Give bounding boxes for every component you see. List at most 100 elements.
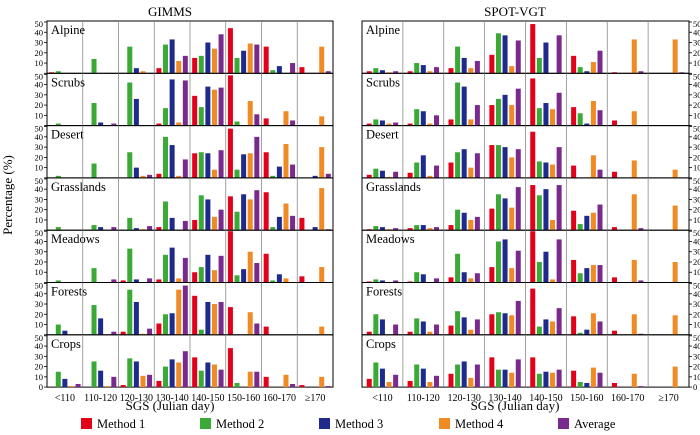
bar-method-4: [468, 329, 474, 335]
legend-swatch: [81, 418, 92, 429]
panel-name: Crops: [51, 337, 81, 351]
bar-method-1: [192, 153, 198, 178]
bar-method-4: [468, 377, 474, 388]
bar-method-2: [495, 312, 501, 335]
bar-method-4: [631, 111, 637, 126]
bar-method-3: [133, 301, 139, 335]
bar-method-1: [156, 227, 162, 231]
bar-method-4: [247, 100, 253, 126]
x-tick-label: <110: [55, 393, 75, 404]
bar-method-2: [127, 289, 133, 335]
bar-method-2: [270, 70, 276, 74]
bar-method-3: [312, 227, 318, 231]
bar-method-3: [543, 103, 549, 126]
bar-method-4: [211, 304, 217, 335]
bar-method-4: [509, 66, 515, 74]
bar-method-4: [211, 216, 217, 231]
bar-method-3: [502, 239, 508, 283]
bar-average: [218, 255, 224, 283]
bar-method-4: [319, 376, 325, 388]
bar-method-2: [455, 152, 461, 178]
bar-method-3: [205, 301, 211, 335]
bar-average: [597, 204, 603, 231]
bar-average: [434, 324, 440, 335]
bar-method-4: [550, 109, 556, 126]
bar-method-2: [495, 241, 501, 283]
bar-average: [111, 376, 117, 388]
bar-method-1: [192, 57, 198, 74]
bar-average: [515, 250, 521, 283]
bar-method-4: [468, 278, 474, 283]
panel-name: Meadows: [51, 232, 100, 246]
bar-method-1: [156, 68, 162, 74]
y-tick-label: 40: [693, 341, 700, 351]
bar-method-2: [234, 211, 240, 231]
legend-label: Method 4: [455, 417, 504, 431]
bar-method-4: [672, 261, 678, 283]
bar-method-4: [672, 366, 678, 388]
legend-item-method-3: Method 3: [319, 417, 383, 431]
bar-method-3: [502, 35, 508, 74]
bar-method-4: [590, 265, 596, 283]
bar-average: [597, 110, 603, 126]
bar-method-2: [270, 280, 276, 283]
bar-method-2: [536, 373, 542, 388]
bar-method-4: [319, 326, 325, 335]
y-tick-label: 10: [35, 215, 44, 225]
x-tick-label: 160-170: [611, 393, 644, 404]
y-tick-label: 30: [693, 247, 700, 257]
bar-method-2: [127, 46, 133, 74]
bar-method-4: [319, 116, 325, 126]
bar-method-2: [455, 311, 461, 335]
bar-average: [679, 72, 685, 74]
bar-method-3: [584, 268, 590, 283]
bar-method-2: [577, 113, 583, 126]
y-tick-label: 40: [35, 236, 44, 246]
y-tick-label: 50: [693, 333, 700, 343]
y-tick-label: 10: [35, 58, 44, 68]
legend-label: Average: [574, 417, 616, 431]
bar-method-4: [386, 381, 392, 388]
bar-method-1: [611, 120, 617, 126]
bar-method-1: [227, 307, 233, 335]
bar-method-4: [211, 48, 217, 74]
bar-method-3: [379, 368, 385, 388]
bar-method-1: [407, 123, 413, 126]
bar-method-2: [55, 324, 61, 335]
panel-name: Desert: [51, 128, 84, 142]
y-tick-label: 20: [693, 257, 700, 267]
bar-method-1: [366, 378, 372, 388]
y-tick-label: 50: [693, 19, 700, 29]
bar-method-2: [373, 314, 379, 335]
y-tick-label: 40: [35, 341, 44, 351]
y-tick-label: 40: [693, 27, 700, 37]
bar-method-4: [247, 371, 253, 388]
bar-method-1: [120, 280, 126, 283]
bar-method-1: [299, 276, 305, 283]
bar-method-1: [489, 314, 495, 335]
bar-method-1: [192, 295, 198, 335]
x-axis-label-spot-vgt: SGS (Julian day): [471, 398, 560, 413]
bar-method-4: [386, 229, 392, 231]
y-tick-label: 50: [35, 176, 44, 186]
bar-method-4: [672, 315, 678, 335]
bar-method-3: [584, 71, 590, 74]
bar-method-1: [611, 72, 617, 74]
bar-average: [434, 165, 440, 178]
bar-average: [597, 321, 603, 335]
bar-method-2: [127, 248, 133, 283]
bar-method-2: [91, 268, 97, 283]
bar-method-3: [205, 153, 211, 178]
y-tick-label: 20: [693, 48, 700, 58]
bar-method-1: [263, 376, 269, 388]
bar-method-1: [448, 162, 454, 178]
bar-method-3: [461, 149, 467, 178]
x-tick-label: 140-150: [529, 393, 562, 404]
bar-average: [147, 278, 153, 283]
bar-method-4: [176, 60, 182, 74]
x-tick-label: 110-120: [84, 393, 117, 404]
bar-method-4: [631, 373, 637, 388]
